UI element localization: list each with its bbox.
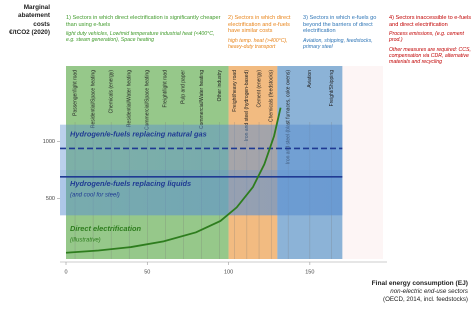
category-label: Commercial/Water heating (199, 70, 205, 129)
y-tick-label: 500 (46, 196, 55, 202)
sector-subtitle: Aviation, shipping, feedstocks, primary … (303, 37, 373, 50)
category-label: Chemicals (energy) (108, 70, 114, 114)
y-unit: €/tCO2 (2020) (9, 29, 50, 37)
category-label: Freight/heavy road (232, 70, 238, 112)
sector-title: 1) Sectors in which direct electrificati… (66, 15, 221, 28)
category-label: Iron and steel (hydrogen-based) (244, 70, 250, 141)
y-label: Marginal abatement costs (18, 4, 50, 28)
sector-header: 2) Sectors in which direct electrificati… (228, 15, 300, 50)
category-label: Iron and steel (blast furnaces, coke ove… (285, 70, 291, 165)
category-label: Other industry (217, 70, 223, 102)
series-line (65, 107, 282, 254)
category-label: Pulp and paper (181, 70, 187, 104)
x-sublabel: non-electric end-use sectors (390, 288, 468, 295)
category-label: Freight/Shipping (329, 70, 335, 107)
sector-title: 2) Sectors in which direct electrificati… (228, 15, 291, 35)
series-note: (illustrative) (70, 238, 101, 244)
category-label: Cement (energy) (256, 70, 262, 108)
x-tick-label: 50 (144, 269, 150, 275)
x-source: (OECD, 2014, incl. feedstocks) (383, 296, 468, 303)
x-tick-label: 0 (64, 269, 67, 275)
category-label: Aviation (307, 70, 313, 88)
y-tick-label: 1000 (43, 139, 55, 145)
sector-subtitle: high temp. heat (>400°C), heavy-duty tra… (228, 37, 288, 50)
cost-band (60, 124, 343, 170)
category-label: Chemicals (feedstocks) (269, 70, 275, 122)
sector-subtitle: light duty vehicles, Low/mid temperature… (66, 31, 215, 44)
sector-note: Other measures are required: CCS, compen… (389, 46, 471, 65)
sector-header: 3) Sectors in which e-fuels go beyond th… (303, 15, 383, 50)
band-label: Hydrogen/e-fuels replacing natural gas (70, 130, 207, 139)
category-label: Freight/light road (163, 70, 169, 108)
sector-title: 4) Sectors inaccessible to e-fuels and d… (389, 15, 472, 28)
sector-header: 1) Sectors in which direct electrificati… (66, 15, 224, 44)
x-tick-label: 150 (305, 269, 314, 275)
sector-header: 4) Sectors inaccessible to e-fuels and d… (389, 15, 473, 65)
band-label: Hydrogen/e-fuels replacing liquids (70, 179, 191, 188)
x-tick-label: 100 (224, 269, 233, 275)
category-label: Passenger/light road (72, 70, 78, 116)
x-axis-title: Final energy consumption (EJ) non-electr… (298, 280, 468, 304)
x-label: Final energy consumption (EJ) (371, 280, 468, 287)
sector-subtitle: Process emissions, (e.g. cement prod.) (389, 31, 464, 44)
category-label: Residential/Water heating (127, 70, 133, 127)
sector-zone (342, 66, 383, 259)
category-label: Commercial/Space heating (145, 70, 151, 130)
band-note: (and cool for steel) (70, 193, 120, 199)
series-label: Direct electrification (70, 224, 142, 233)
category-label: Residential/Space heating (90, 70, 96, 128)
y-axis-title: Marginal abatement costs €/tCO2 (2020) (2, 4, 50, 38)
sector-title: 3) Sectors in which e-fuels go beyond th… (303, 15, 377, 35)
